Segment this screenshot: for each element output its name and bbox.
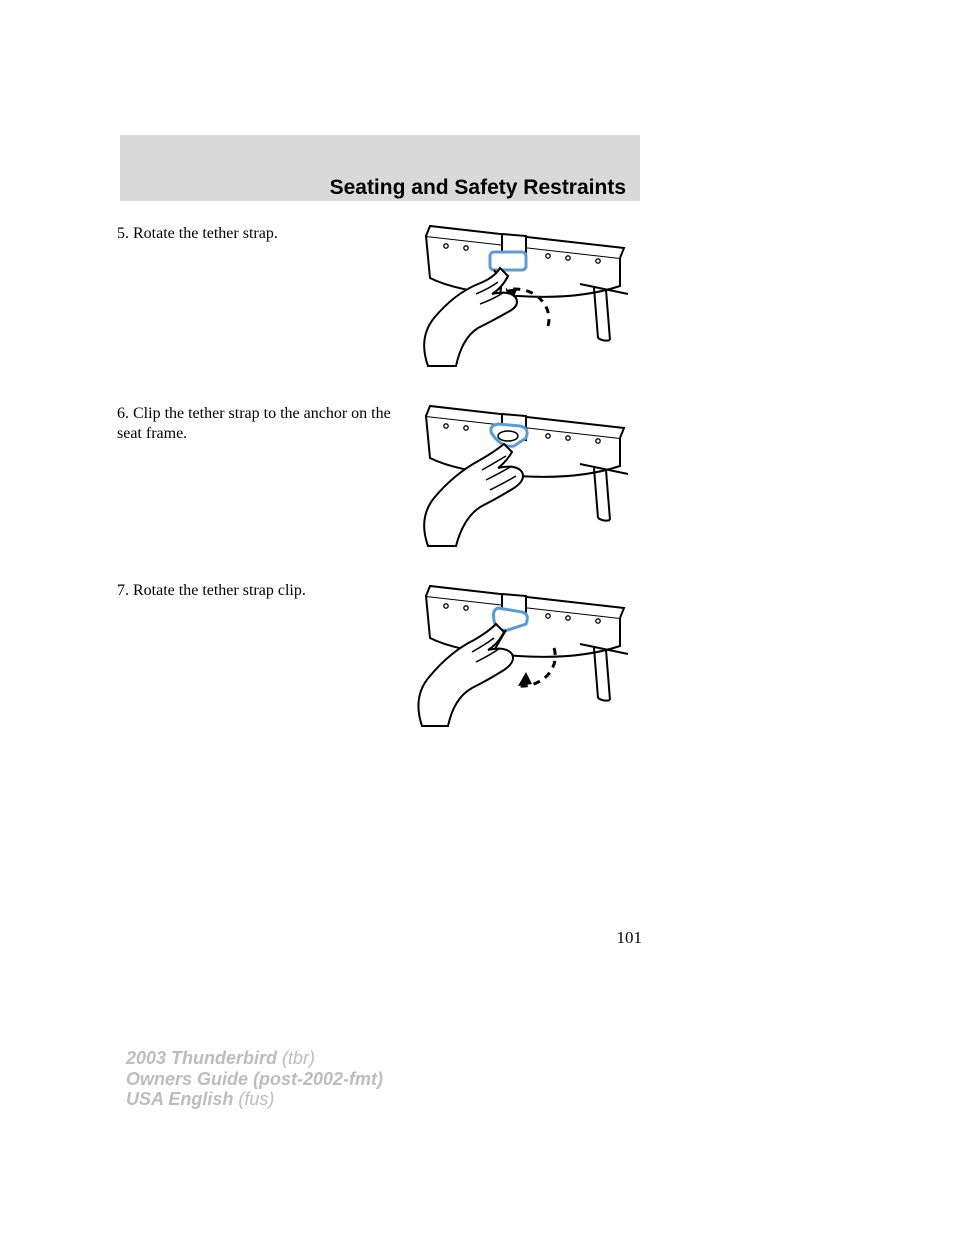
page-number: 101 [617, 928, 643, 948]
footer-line-3: USA English (fus) [126, 1089, 383, 1110]
footer-vehicle-code: (tbr) [282, 1048, 315, 1068]
footer-line-2: Owners Guide (post-2002-fmt) [126, 1069, 383, 1090]
step-6-text: 6. Clip the tether strap to the anchor o… [117, 404, 397, 445]
footer-metadata: 2003 Thunderbird (tbr) Owners Guide (pos… [126, 1048, 383, 1110]
illustration-rotate-tether-strap [398, 218, 638, 368]
footer-vehicle: 2003 Thunderbird [126, 1048, 277, 1068]
step-7-text: 7. Rotate the tether strap clip. [117, 581, 397, 601]
footer-lang-code: (fus) [238, 1089, 274, 1109]
illustration-clip-tether-strap [398, 398, 638, 548]
footer-line-1: 2003 Thunderbird (tbr) [126, 1048, 383, 1069]
section-title: Seating and Safety Restraints [120, 176, 640, 200]
manual-page: Seating and Safety Restraints 5. Rotate … [0, 0, 954, 1235]
step-5-text: 5. Rotate the tether strap. [117, 224, 397, 244]
illustration-rotate-clip [398, 578, 638, 728]
footer-lang: USA English [126, 1089, 233, 1109]
